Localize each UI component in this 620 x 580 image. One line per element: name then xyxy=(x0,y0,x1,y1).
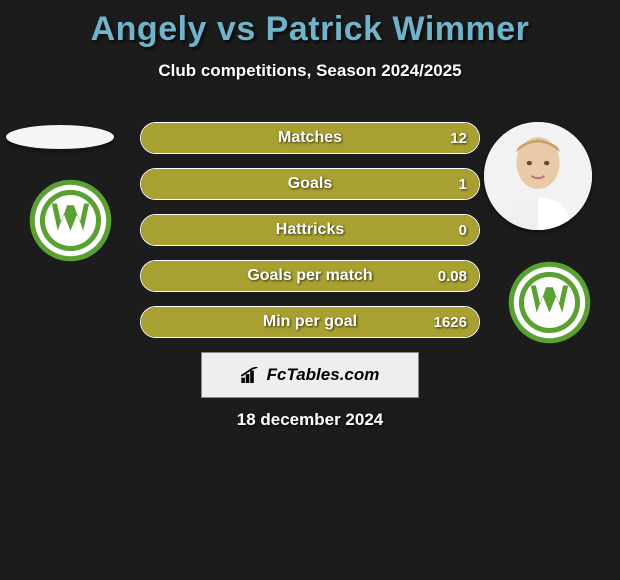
branding-box: FcTables.com xyxy=(201,352,419,398)
player-left-avatar xyxy=(6,125,114,149)
club-left-badge xyxy=(28,178,113,263)
branding-text: FcTables.com xyxy=(267,365,380,385)
stat-row-matches: Matches 12 xyxy=(140,122,480,154)
stat-label: Hattricks xyxy=(276,221,344,239)
stat-label: Goals per match xyxy=(247,267,372,285)
stat-value-right: 0 xyxy=(459,222,467,239)
stat-row-goals: Goals 1 xyxy=(140,168,480,200)
player-right-avatar xyxy=(484,122,592,230)
stat-label: Matches xyxy=(278,129,342,147)
stat-value-right: 12 xyxy=(450,130,467,147)
club-right-badge xyxy=(507,260,592,345)
date-text: 18 december 2024 xyxy=(237,410,384,430)
stat-value-right: 1 xyxy=(459,176,467,193)
stat-row-hattricks: Hattricks 0 xyxy=(140,214,480,246)
stats-container: Matches 12 Goals 1 Hattricks 0 Goals per… xyxy=(140,122,480,352)
page-title: Angely vs Patrick Wimmer xyxy=(0,0,620,49)
stat-value-right: 0.08 xyxy=(438,268,467,285)
stat-label: Min per goal xyxy=(263,313,357,331)
page-subtitle: Club competitions, Season 2024/2025 xyxy=(0,61,620,81)
stat-label: Goals xyxy=(288,175,332,193)
stat-value-right: 1626 xyxy=(434,314,467,331)
chart-icon xyxy=(241,367,263,383)
stat-row-min-per-goal: Min per goal 1626 xyxy=(140,306,480,338)
stat-row-goals-per-match: Goals per match 0.08 xyxy=(140,260,480,292)
